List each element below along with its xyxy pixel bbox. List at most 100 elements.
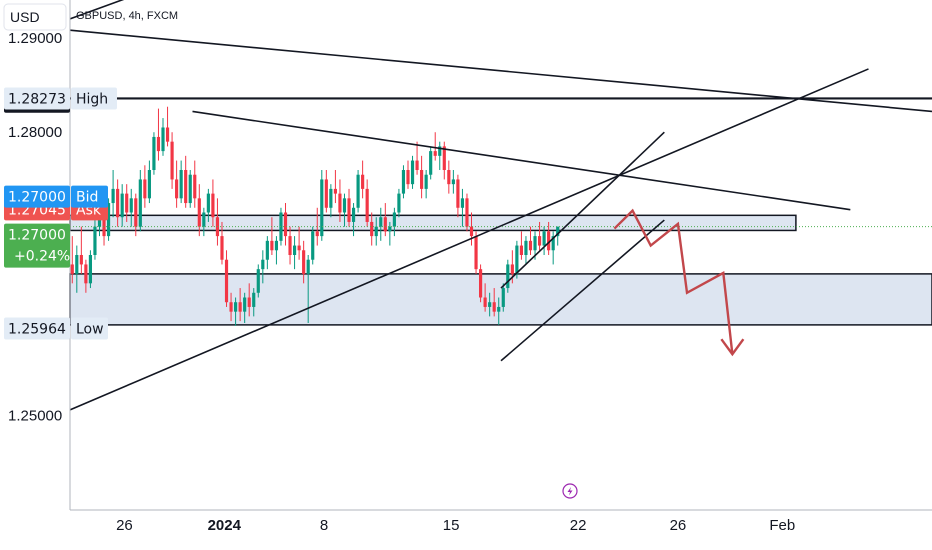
candle	[193, 160, 197, 208]
price-tick-label: 1.28000	[8, 124, 62, 141]
zone-1[interactable]	[69, 214, 797, 232]
svg-text:+0.24%: +0.24%	[14, 249, 70, 265]
candle	[551, 231, 555, 265]
svg-text:Low: Low	[76, 322, 104, 338]
trendline-4[interactable]	[69, 68, 869, 411]
candle	[156, 108, 161, 161]
candle	[524, 236, 528, 265]
candle	[202, 207, 206, 237]
candle	[256, 264, 260, 298]
zone-2[interactable]	[69, 273, 932, 326]
candle	[120, 184, 124, 227]
candle	[420, 155, 424, 199]
candle	[433, 132, 437, 161]
candle	[188, 170, 192, 208]
candle	[506, 259, 510, 293]
candle	[247, 283, 251, 317]
price-axis[interactable]: 1.290001.280001.250001.283541.28273High1…	[4, 30, 117, 425]
svg-text:1.27000: 1.27000	[8, 190, 66, 206]
candle	[229, 292, 233, 322]
candle	[170, 132, 174, 189]
projection-path	[613, 208, 734, 355]
trendline-2[interactable]	[69, 29, 932, 113]
candle	[315, 207, 319, 246]
candle	[311, 226, 315, 265]
candle	[270, 217, 274, 255]
candle	[274, 236, 279, 265]
candle	[143, 165, 147, 208]
svg-text:Bid: Bid	[76, 190, 98, 206]
lines-layer[interactable]	[69, 0, 932, 411]
candle	[165, 106, 170, 147]
candle	[134, 193, 138, 237]
candle	[438, 141, 442, 170]
candle	[333, 170, 337, 204]
candle	[75, 245, 79, 293]
price-tag-last: 1.27000 +0.24%	[4, 223, 70, 268]
candle	[238, 288, 242, 322]
candle	[451, 170, 455, 194]
currency-button[interactable]: USD	[3, 3, 67, 31]
candle	[106, 198, 111, 241]
candle	[338, 179, 342, 222]
candle	[234, 297, 238, 326]
svg-text:1.27000: 1.27000	[8, 228, 66, 244]
candle	[406, 160, 410, 189]
price-tag-highlow-low: 1.25964 Low	[4, 317, 108, 340]
candle	[351, 203, 356, 237]
candle	[388, 221, 392, 246]
candle	[265, 236, 269, 270]
candle	[329, 184, 333, 218]
candle	[111, 170, 115, 218]
candle	[347, 188, 351, 227]
trendline-5[interactable]	[500, 131, 665, 289]
candle	[424, 170, 428, 199]
svg-text:High: High	[76, 91, 108, 107]
trendline-3[interactable]	[192, 110, 851, 211]
candle	[392, 207, 396, 237]
candle	[179, 160, 183, 204]
time-tick-label: 15	[443, 517, 460, 534]
candle	[224, 250, 229, 307]
candle	[356, 170, 360, 213]
candle	[519, 231, 524, 260]
candle	[138, 170, 142, 232]
candle	[93, 217, 97, 260]
candle	[324, 170, 328, 213]
candle	[220, 221, 224, 265]
candle	[397, 188, 401, 218]
time-tick-label: 22	[570, 517, 587, 534]
candle	[297, 226, 301, 260]
candle	[184, 155, 188, 208]
candle	[492, 288, 496, 317]
candle	[283, 203, 288, 246]
candle	[361, 160, 365, 199]
trendline-6[interactable]	[500, 219, 665, 362]
candle	[447, 160, 451, 194]
candle	[252, 288, 256, 317]
candles-layer	[70, 106, 932, 326]
candle	[88, 250, 93, 289]
candle	[161, 118, 165, 156]
candle	[116, 179, 120, 227]
candle	[206, 188, 210, 222]
lightning-icon[interactable]	[562, 483, 578, 499]
candle	[556, 226, 560, 246]
candle	[370, 212, 374, 246]
trendline-1[interactable]	[69, 0, 251, 20]
price-tag-bid-bid: 1.27000 Bid	[4, 185, 108, 208]
candle	[129, 188, 133, 227]
time-tick-label: 26	[670, 517, 687, 534]
time-tick-label: 8	[320, 517, 328, 534]
candle	[84, 259, 88, 293]
candle	[292, 236, 297, 270]
candle	[306, 255, 310, 323]
candle	[243, 292, 247, 323]
candle	[542, 226, 546, 255]
price-tick-label: 1.29000	[8, 30, 62, 47]
candle	[442, 141, 446, 180]
candle	[429, 146, 433, 180]
svg-text:1.25964: 1.25964	[8, 322, 66, 338]
time-axis[interactable]: 26 2024 8 15 22 26 Feb	[116, 517, 795, 534]
